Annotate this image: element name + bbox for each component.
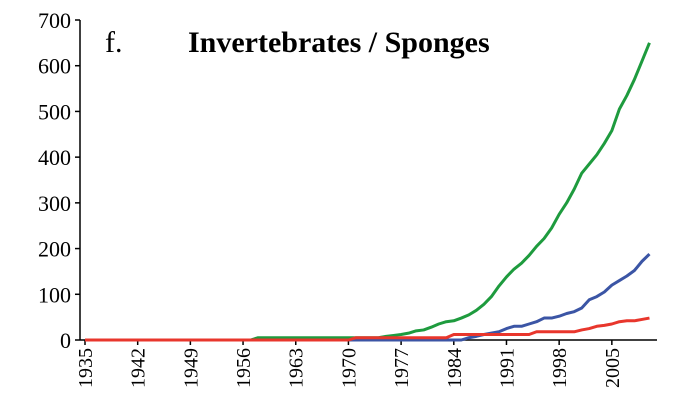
chart-title: Invertebrates / Sponges <box>188 26 490 59</box>
x-tick-label: 1963 <box>286 348 308 388</box>
y-tick-label: 200 <box>38 237 71 262</box>
y-tick-label: 400 <box>38 145 71 170</box>
data-line <box>85 252 651 342</box>
data-line <box>85 316 650 342</box>
x-tick-label: 1984 <box>444 348 466 388</box>
y-tick-label: 700 <box>38 8 71 33</box>
y-tick-label: 0 <box>60 328 71 353</box>
x-tick-label: 1991 <box>496 348 518 388</box>
y-tick-label: 300 <box>38 191 71 216</box>
x-tick-label: 1977 <box>391 348 413 388</box>
y-tick-label: 600 <box>38 54 71 79</box>
panel-label: f. <box>105 26 123 59</box>
x-tick-label: 1956 <box>233 348 255 388</box>
data-line <box>85 42 651 342</box>
x-tick-label: 1942 <box>128 348 150 388</box>
y-tick-label: 100 <box>38 282 71 307</box>
x-tick-label: 1935 <box>75 348 97 388</box>
x-tick-label: 1998 <box>549 348 571 388</box>
y-tick-label: 500 <box>38 99 71 124</box>
x-tick-label: 1970 <box>338 348 360 388</box>
x-tick-label: 2005 <box>602 348 624 388</box>
x-tick-label: 1949 <box>180 348 202 388</box>
